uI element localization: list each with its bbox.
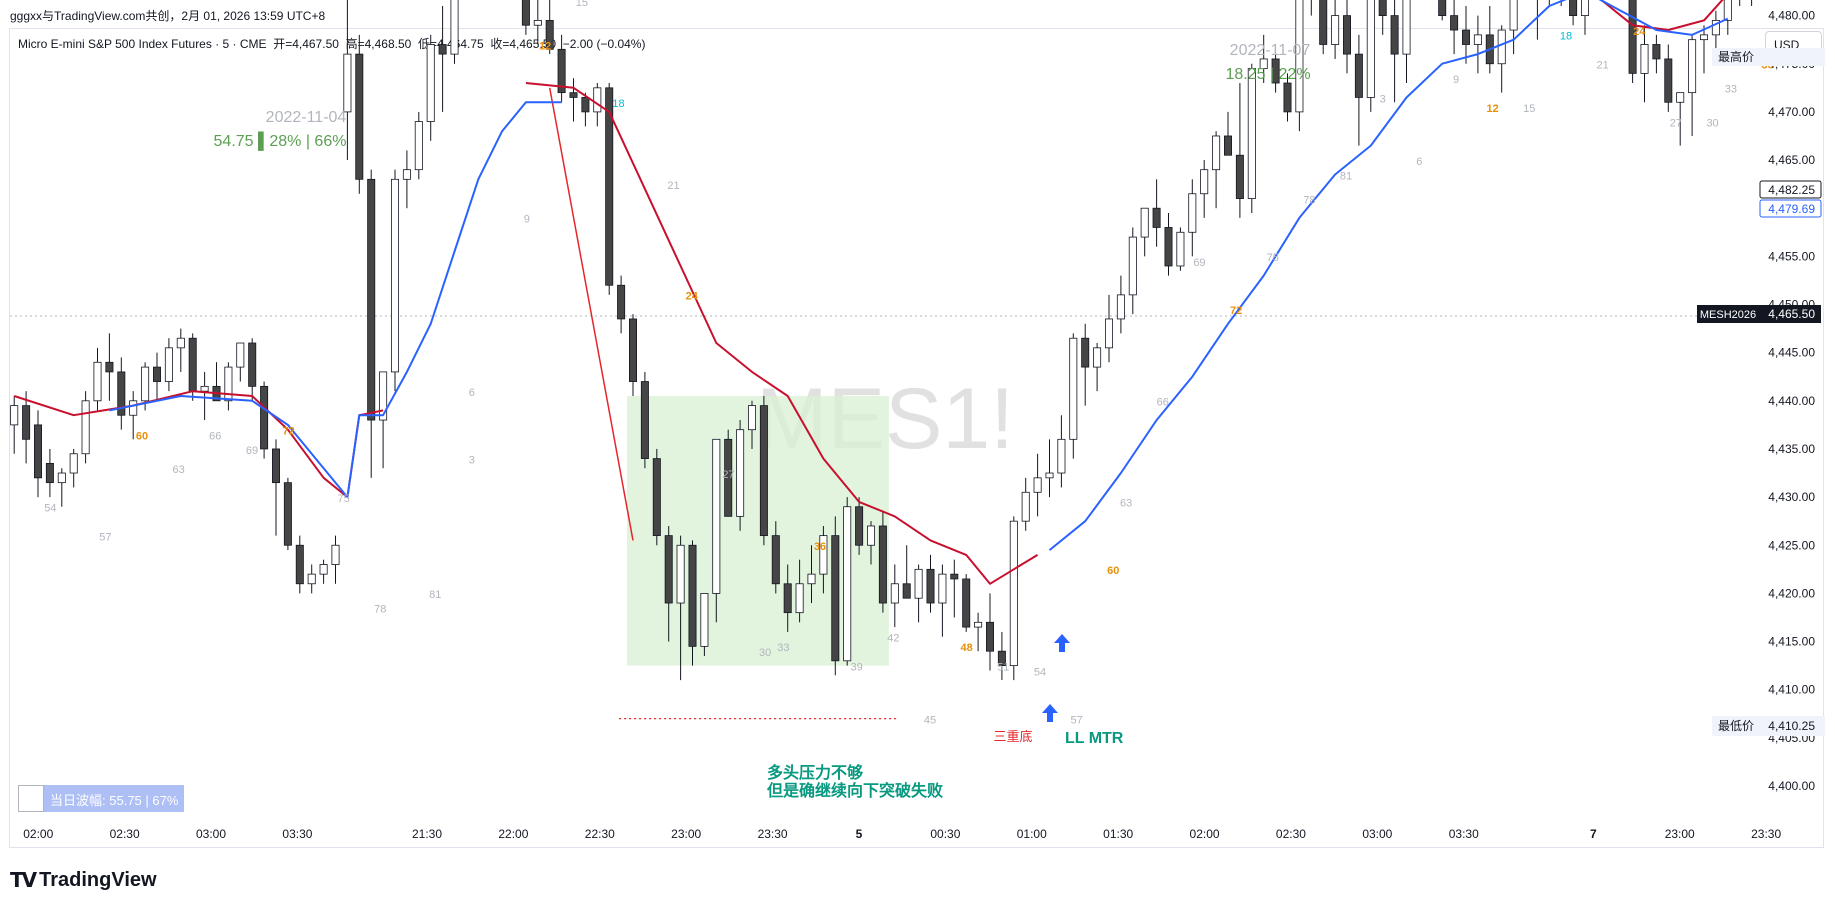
daily-range-value: 55.75 | 67% xyxy=(109,793,179,808)
candle-body xyxy=(533,20,542,26)
bar-count-label: 15 xyxy=(576,0,588,9)
chart-frame xyxy=(9,28,1824,848)
candle-body xyxy=(1438,0,1447,16)
symbol-title[interactable]: Micro E-mini S&P 500 Index Futures · 5 ·… xyxy=(18,37,646,51)
currency-selector[interactable]: USD xyxy=(1765,31,1822,58)
tradingview-logo-text: TradingView xyxy=(39,869,157,891)
share-caption: gggxx与TradingView.com共创，2月 01, 2026 13:5… xyxy=(10,9,326,23)
candle-body xyxy=(1581,0,1590,16)
candle-body xyxy=(521,0,530,26)
candle-body xyxy=(1569,0,1578,16)
candle-body xyxy=(1723,0,1732,21)
daily-range-text: 当日波幅: 55.75 | 67% xyxy=(44,785,185,812)
candle-body xyxy=(1378,0,1387,17)
price-tick-label: 4,480.00 xyxy=(1768,9,1815,23)
daily-range-badge: 当日波幅: 55.75 | 67% xyxy=(18,785,185,812)
tradingview-logo[interactable]: 𝗧𝗩 TradingView xyxy=(10,868,157,893)
candle-body xyxy=(1509,0,1518,31)
tradingview-logo-icon: 𝗧𝗩 xyxy=(10,870,37,892)
daily-range-label: 当日波幅: xyxy=(50,793,106,808)
daily-range-swatch xyxy=(18,785,44,812)
ema-red-line xyxy=(1599,0,1724,31)
